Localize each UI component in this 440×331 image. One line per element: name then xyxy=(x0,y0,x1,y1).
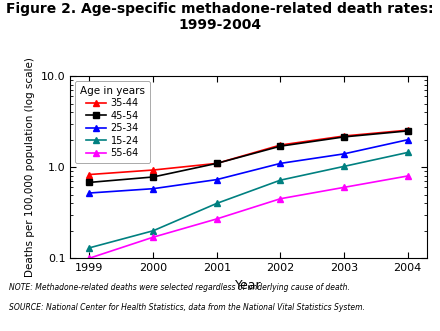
Line: 15-24: 15-24 xyxy=(87,150,411,251)
55-64 xyxy=(341,185,347,189)
25-34 xyxy=(341,152,347,156)
Text: NOTE: Methadone-related deaths were selected regardless of underlying cause of d: NOTE: Methadone-related deaths were sele… xyxy=(9,283,350,292)
25-34 xyxy=(405,138,411,142)
35-44 xyxy=(278,143,283,147)
45-54 xyxy=(341,135,347,139)
Line: 45-54: 45-54 xyxy=(87,128,411,185)
35-44 xyxy=(405,128,411,132)
45-54 xyxy=(405,129,411,133)
Legend: 35-44, 45-54, 25-34, 15-24, 55-64: 35-44, 45-54, 25-34, 15-24, 55-64 xyxy=(75,81,150,163)
Line: 25-34: 25-34 xyxy=(87,137,411,196)
15-24 xyxy=(341,165,347,168)
25-34 xyxy=(150,187,156,191)
55-64 xyxy=(405,174,411,178)
35-44 xyxy=(214,162,220,166)
45-54 xyxy=(150,175,156,179)
55-64 xyxy=(87,256,92,260)
Text: SOURCE: National Center for Health Statistics, data from the National Vital Stat: SOURCE: National Center for Health Stati… xyxy=(9,303,365,312)
15-24 xyxy=(87,246,92,250)
25-34 xyxy=(214,178,220,182)
Text: 1999-2004: 1999-2004 xyxy=(179,18,261,32)
X-axis label: Year: Year xyxy=(235,279,262,292)
45-54 xyxy=(278,144,283,148)
55-64 xyxy=(150,235,156,239)
35-44 xyxy=(150,168,156,172)
Line: 55-64: 55-64 xyxy=(87,173,411,261)
Text: Figure 2. Age-specific methadone-related death rates:: Figure 2. Age-specific methadone-related… xyxy=(6,2,434,16)
15-24 xyxy=(405,151,411,155)
15-24 xyxy=(150,229,156,233)
55-64 xyxy=(214,217,220,221)
45-54 xyxy=(214,162,220,166)
35-44 xyxy=(341,134,347,138)
Line: 35-44: 35-44 xyxy=(87,127,411,177)
15-24 xyxy=(214,201,220,205)
35-44 xyxy=(87,172,92,176)
25-34 xyxy=(278,162,283,166)
55-64 xyxy=(278,197,283,201)
Y-axis label: Deaths per 100,000 population (log scale): Deaths per 100,000 population (log scale… xyxy=(26,57,35,277)
25-34 xyxy=(87,191,92,195)
15-24 xyxy=(278,178,283,182)
45-54 xyxy=(87,180,92,184)
